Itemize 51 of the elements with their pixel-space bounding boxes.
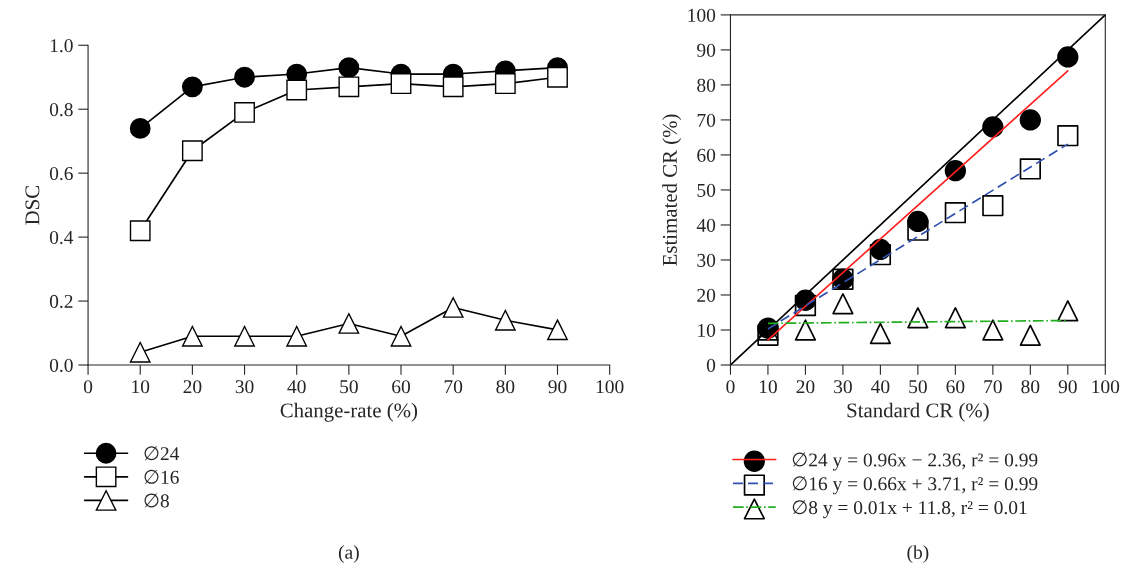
legend-label: ∅16 — [144, 469, 179, 484]
y-tick-label: 10 — [698, 323, 716, 337]
y-tick-label: 0 — [706, 358, 716, 372]
y-tick-label: 0.8 — [49, 103, 73, 117]
x-tick-label: 80 — [496, 380, 515, 394]
y-tick-label: 0.2 — [49, 294, 73, 309]
x-tick-label: 50 — [909, 380, 927, 394]
x-tick-label: 50 — [340, 380, 358, 394]
x-tick-label: 60 — [946, 380, 965, 394]
legend-label: ∅24 — [144, 446, 180, 461]
y-tick-label: 0.6 — [49, 166, 73, 181]
x-tick-label: 10 — [759, 380, 777, 394]
x-tick-label: 40 — [287, 380, 306, 394]
y-tick-label: 0.4 — [49, 230, 74, 245]
legend-label: ∅24 y = 0.96x − 2.36, r² = 0.99 — [792, 452, 1038, 471]
x-tick-label: 70 — [984, 380, 1002, 394]
x-tick-label: 30 — [235, 380, 254, 394]
y-axis-title: DSC — [25, 186, 40, 225]
y-tick-label: 90 — [697, 43, 716, 57]
x-tick-label: 60 — [392, 380, 410, 394]
x-tick-label: 0 — [83, 380, 93, 394]
x-axis-title: Change-rate (%) — [280, 402, 418, 422]
text: (a) — [338, 545, 359, 563]
text: (b) — [907, 545, 929, 563]
legend-label: ∅8 — [144, 493, 169, 508]
y-tick-label: 40 — [696, 218, 716, 232]
x-tick-label: 10 — [132, 380, 150, 394]
x-tick-label: 100 — [596, 380, 624, 394]
x-tick-label: 90 — [548, 380, 567, 394]
y-tick-label: 1.0 — [50, 39, 73, 53]
x-tick-label: 30 — [834, 380, 852, 394]
x-tick-label: 70 — [444, 380, 463, 394]
x-tick-label: 40 — [871, 380, 890, 394]
legend-label: ∅8 y = 0.01x + 11.8, r² = 0.01 — [792, 500, 1027, 519]
y-tick-label: 100 — [688, 8, 716, 22]
x-tick-label: 20 — [183, 380, 202, 394]
y-tick-label: 70 — [697, 113, 716, 127]
y-tick-label: 50 — [697, 183, 716, 197]
x-axis-title: Standard CR (%) — [847, 402, 989, 422]
x-tick-label: 0 — [726, 380, 735, 394]
y-tick-label: 60 — [697, 148, 716, 162]
y-tick-label: 0.0 — [49, 358, 73, 373]
y-tick-label: 20 — [697, 288, 716, 302]
legend-label: ∅16 y = 0.66x + 3.71, r² = 0.99 — [792, 476, 1038, 495]
x-tick-label: 20 — [796, 380, 815, 394]
x-tick-label: 80 — [1021, 380, 1040, 394]
y-tick-label: 30 — [697, 253, 716, 267]
y-tick-label: 80 — [697, 78, 716, 92]
x-tick-label: 100 — [1092, 380, 1120, 394]
y-axis-title: Estimated CR (%) — [662, 114, 682, 266]
x-tick-label: 90 — [1058, 380, 1077, 394]
